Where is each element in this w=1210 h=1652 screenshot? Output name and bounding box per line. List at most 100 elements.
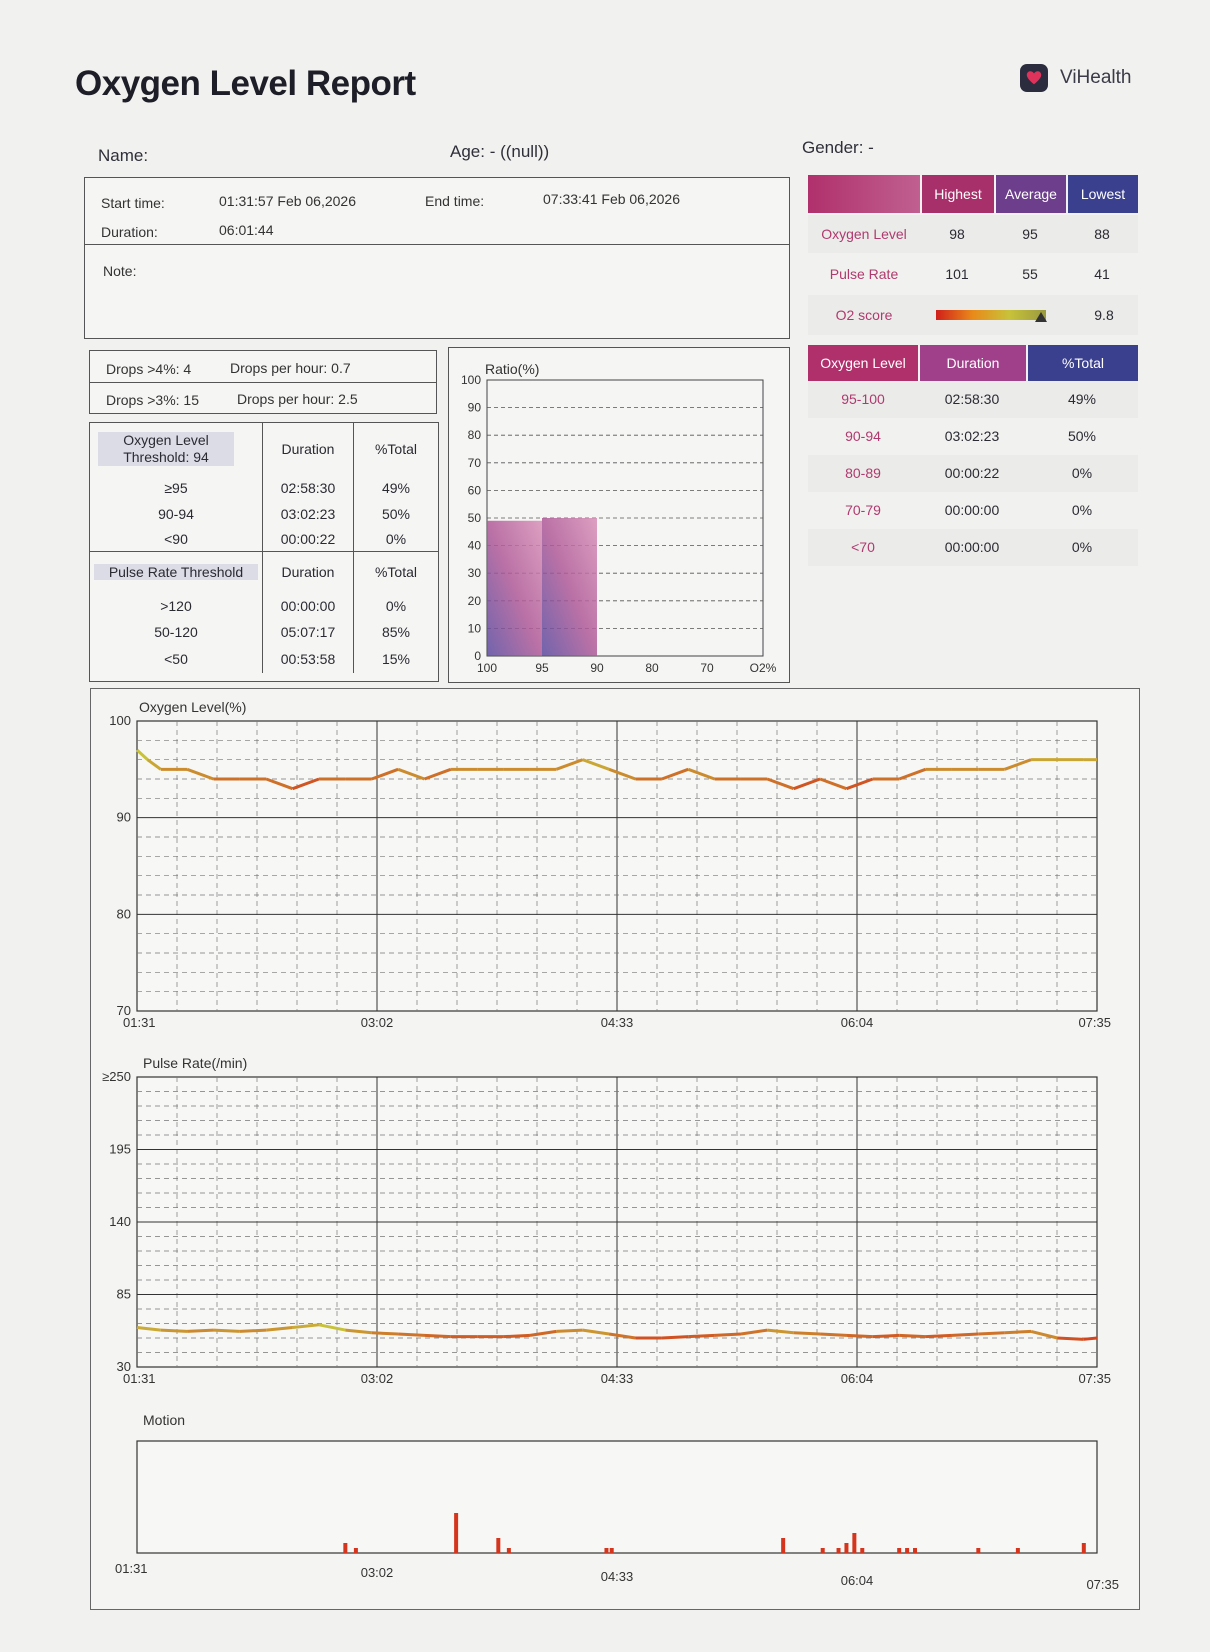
table-row: 50-120 05:07:17 85% bbox=[90, 619, 438, 645]
x-tick-label: 04:33 bbox=[601, 1569, 634, 1584]
table-row: 90-94 03:02:23 50% bbox=[90, 501, 438, 527]
ratio-bar bbox=[487, 520, 542, 656]
y-tick-label: 0 bbox=[474, 649, 481, 663]
motion-bar bbox=[781, 1538, 786, 1553]
drops-box: Drops >4%: 4 Drops per hour: 0.7 Drops >… bbox=[89, 350, 437, 414]
table-row: <50 00:53:58 15% bbox=[90, 645, 438, 673]
x-tick-label: 95 bbox=[535, 661, 549, 675]
table-row: >120 00:00:00 0% bbox=[90, 593, 438, 619]
start-time-value: 01:31:57 Feb 06,2026 bbox=[219, 193, 357, 209]
pulse-line-segment bbox=[978, 1331, 1005, 1336]
session-box: Start time: 01:31:57 Feb 06,2026 End tim… bbox=[84, 177, 790, 339]
ratio-bar bbox=[542, 518, 597, 656]
o2-score-marker-icon bbox=[1034, 312, 1047, 322]
oxygen-line-segment bbox=[819, 777, 847, 791]
divider bbox=[85, 244, 789, 245]
motion-bar bbox=[604, 1548, 609, 1553]
name-label: Name: bbox=[98, 146, 149, 165]
threshold-box: Oxygen Level Threshold: 94 Duration %Tot… bbox=[89, 422, 439, 682]
ratio-chart: Ratio(%) 0 10 20 30 40 50 60 70 80 90 100 100 95 90 80 7… bbox=[461, 361, 777, 675]
oxygen-line-segment bbox=[186, 767, 214, 781]
drops-4-label: Drops >4%: 4 bbox=[106, 361, 192, 377]
x-tick-label: 07:35 bbox=[1078, 1371, 1111, 1386]
pulse-line-segment bbox=[424, 1333, 451, 1339]
plot-frame bbox=[136, 1440, 1098, 1554]
motion-bar bbox=[609, 1548, 614, 1553]
end-time-value: 07:33:41 Feb 06,2026 bbox=[543, 191, 681, 207]
table-row: <70 00:00:00 0% bbox=[808, 529, 1138, 566]
x-tick-label: 80 bbox=[645, 661, 659, 675]
x-tick-label: 01:31 bbox=[123, 1371, 156, 1386]
ratio-chart-box: Ratio(%) 0 10 20 30 40 50 60 70 80 90 100 100 95 90 80 7… bbox=[448, 347, 790, 683]
y-tick-label: 40 bbox=[468, 539, 482, 553]
oxygen-line-segment bbox=[135, 748, 149, 761]
pulse-line-segment bbox=[820, 1332, 847, 1337]
table-row: <90 00:00:22 0% bbox=[90, 527, 438, 551]
motion-bar bbox=[454, 1513, 459, 1553]
pulse-line-segment bbox=[318, 1323, 346, 1332]
y-tick-label: 100 bbox=[109, 713, 131, 728]
o2-score-row: O2 score 9.8 bbox=[808, 295, 1138, 335]
y-tick-label: 10 bbox=[468, 621, 482, 635]
y-tick-label: 30 bbox=[117, 1359, 131, 1374]
chart-title: Oxygen Level(%) bbox=[139, 699, 246, 715]
table-row: 80-89 00:00:22 0% bbox=[808, 455, 1138, 492]
pulse-line-segment bbox=[740, 1328, 768, 1336]
table-row: Pulse Rate 101 55 41 bbox=[829, 266, 1110, 282]
table-row: ≥95 02:58:30 49% bbox=[90, 475, 438, 501]
pulse-line-segment bbox=[213, 1328, 240, 1333]
pulse-line-segment bbox=[529, 1329, 557, 1337]
y-tick-label: 70 bbox=[468, 456, 482, 470]
y-tick-label: 60 bbox=[468, 483, 482, 497]
oxygen-line-segment bbox=[898, 767, 927, 781]
pulse-line-segment bbox=[160, 1328, 188, 1333]
pulse-line-segment bbox=[872, 1333, 900, 1339]
x-tick-label: 01:31 bbox=[123, 1015, 156, 1030]
end-time-label: End time: bbox=[425, 193, 485, 209]
pulse-line-segment bbox=[793, 1331, 821, 1336]
motion-bar bbox=[844, 1543, 849, 1553]
y-tick-label: 20 bbox=[468, 594, 482, 608]
x-tick-label: 04:33 bbox=[601, 1371, 634, 1386]
pulse-line-segment bbox=[925, 1333, 953, 1339]
motion-bar bbox=[860, 1548, 865, 1553]
oxygen-line-segment bbox=[793, 777, 821, 791]
brand: ViHealth bbox=[1020, 64, 1131, 92]
x-tick-label: 07:35 bbox=[1078, 1015, 1111, 1030]
pulse-line-segment bbox=[582, 1328, 610, 1336]
pulse-line-segment bbox=[608, 1332, 636, 1340]
level-table-header: Oxygen Level Duration %Total bbox=[808, 345, 1138, 381]
x-tick-label: O2% bbox=[750, 661, 777, 675]
table-row: 70-79 00:00:00 0% bbox=[845, 502, 1093, 518]
pulse-line-segment bbox=[951, 1332, 979, 1337]
pulse-line-segment bbox=[1030, 1329, 1058, 1340]
highest-header: Highest bbox=[922, 175, 994, 213]
gender-label: Gender: - bbox=[802, 138, 874, 157]
duration-header: Duration bbox=[262, 423, 354, 475]
motion-bar bbox=[913, 1548, 918, 1553]
y-tick-label: 195 bbox=[109, 1142, 131, 1157]
pulse-line-segment bbox=[345, 1328, 372, 1335]
y-tick-label: ≥250 bbox=[102, 1069, 131, 1084]
age-label: Age: - ((null)) bbox=[450, 142, 550, 161]
duration-label: Duration: bbox=[101, 224, 158, 240]
total-header: %Total bbox=[374, 441, 418, 457]
y-tick-label: 85 bbox=[117, 1287, 131, 1302]
oxygen-line-segment bbox=[292, 777, 320, 791]
x-tick-label: 01:31 bbox=[115, 1561, 148, 1576]
pulse-line-segment bbox=[688, 1333, 715, 1339]
x-tick-label: 04:33 bbox=[601, 1015, 634, 1030]
y-tick-label: 80 bbox=[468, 428, 482, 442]
motion-bar bbox=[852, 1533, 857, 1553]
x-tick-label: 03:02 bbox=[361, 1371, 394, 1386]
pulse-line-segment bbox=[239, 1328, 267, 1333]
lowest-header: Lowest bbox=[1068, 175, 1138, 213]
y-tick-label: 100 bbox=[461, 373, 481, 387]
pulse-line-segment bbox=[187, 1328, 214, 1333]
motion-bar bbox=[1015, 1548, 1020, 1553]
drops-3-label: Drops >3%: 15 bbox=[106, 392, 199, 408]
vihealth-logo-icon bbox=[1020, 64, 1048, 92]
motion-bar bbox=[976, 1548, 981, 1553]
drops-3-per-hour: Drops per hour: 2.5 bbox=[237, 391, 358, 407]
note-label: Note: bbox=[103, 263, 137, 279]
